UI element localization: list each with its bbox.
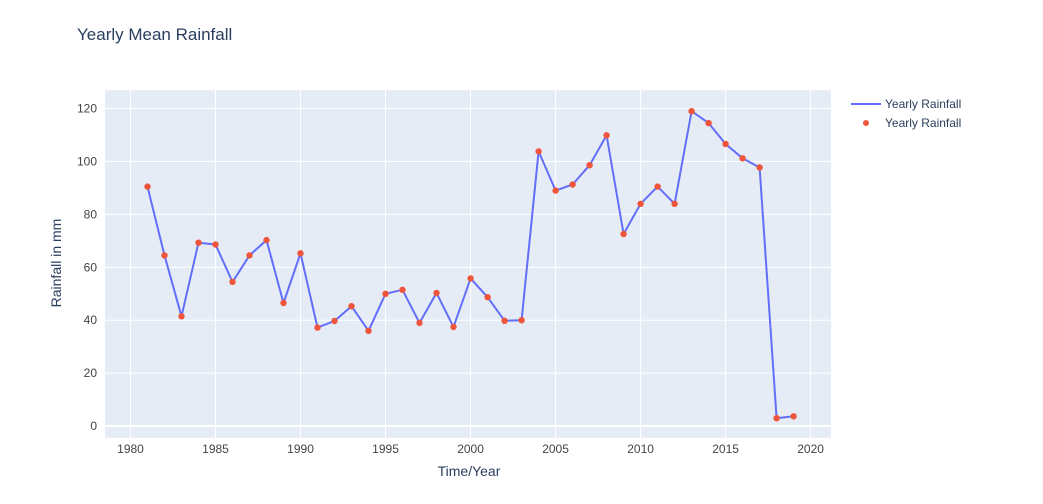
rainfall-point — [535, 148, 542, 155]
marker-series — [144, 108, 797, 422]
x-tick-label: 2000 — [457, 442, 484, 456]
y-tick-label: 0 — [90, 419, 97, 433]
y-tick-label: 40 — [84, 313, 98, 327]
x-tick-label: 2015 — [712, 442, 739, 456]
legend-label-line: Yearly Rainfall — [885, 97, 961, 111]
plot-background — [105, 90, 831, 438]
x-axis-label: Time/Year — [438, 463, 501, 479]
y-axis-label: Rainfall in mm — [48, 219, 64, 308]
legend: Yearly Rainfall Yearly Rainfall — [851, 97, 961, 130]
rainfall-point — [348, 303, 355, 310]
rainfall-point — [467, 275, 474, 282]
x-tick-label: 2010 — [627, 442, 654, 456]
rainfall-point — [569, 181, 576, 188]
rainfall-point — [416, 319, 423, 327]
rainfall-point — [280, 299, 287, 307]
x-tick-label: 1980 — [117, 442, 144, 456]
rainfall-point — [433, 289, 440, 297]
rainfall-point — [229, 278, 236, 286]
chart-title: Yearly Mean Rainfall — [77, 25, 232, 44]
x-tick-label: 1995 — [372, 442, 399, 456]
legend-item-line[interactable]: Yearly Rainfall — [851, 97, 961, 111]
legend-label-markers: Yearly Rainfall — [885, 116, 961, 130]
rainfall-point — [688, 108, 695, 115]
rainfall-point — [501, 317, 508, 324]
rainfall-point — [331, 317, 338, 325]
rainfall-point — [705, 119, 712, 127]
x-tick-label: 2020 — [797, 442, 824, 456]
rainfall-point — [654, 183, 661, 190]
rainfall-point — [739, 155, 746, 162]
rainfall-point — [586, 162, 593, 169]
rainfall-point — [365, 327, 372, 334]
rainfall-point — [263, 236, 270, 244]
rainfall-point — [518, 317, 525, 324]
x-tick-label: 1990 — [287, 442, 314, 456]
rainfall-point — [790, 413, 797, 420]
rainfall-point — [722, 140, 729, 148]
rainfall-point — [246, 252, 253, 259]
y-tick-label: 60 — [84, 260, 98, 274]
rainfall-point — [144, 183, 151, 190]
rainfall-point — [603, 132, 610, 139]
rainfall-point — [399, 286, 406, 293]
x-tick-labels: 1980 1985 1990 1995 2000 2005 2010 2015 2020 — [117, 442, 824, 456]
y-tick-label: 80 — [84, 207, 98, 221]
y-tick-label: 100 — [77, 154, 97, 168]
legend-item-markers[interactable]: Yearly Rainfall — [863, 116, 961, 130]
rainfall-point — [671, 200, 678, 207]
rainfall-point — [297, 250, 304, 257]
grid-lines — [105, 90, 831, 438]
rainfall-point — [552, 187, 559, 194]
x-tick-label: 2005 — [542, 442, 569, 456]
rainfall-point — [178, 313, 185, 320]
rainfall-point — [620, 230, 627, 238]
y-tick-label: 120 — [77, 102, 97, 116]
rainfall-point — [314, 324, 321, 331]
rainfall-point — [450, 323, 457, 331]
rainfall-point — [773, 415, 780, 422]
rainfall-point — [212, 241, 219, 248]
rainfall-point — [382, 290, 389, 297]
rainfall-point — [756, 164, 763, 171]
legend-marker-swatch — [863, 120, 869, 126]
y-tick-label: 20 — [84, 366, 98, 380]
rainfall-point — [484, 294, 491, 301]
y-tick-labels: 0 20 40 60 80 100 120 — [77, 102, 97, 434]
rainfall-point — [195, 239, 202, 246]
rainfall-point — [637, 200, 644, 207]
x-tick-label: 1985 — [202, 442, 229, 456]
rainfall-point — [161, 252, 168, 259]
